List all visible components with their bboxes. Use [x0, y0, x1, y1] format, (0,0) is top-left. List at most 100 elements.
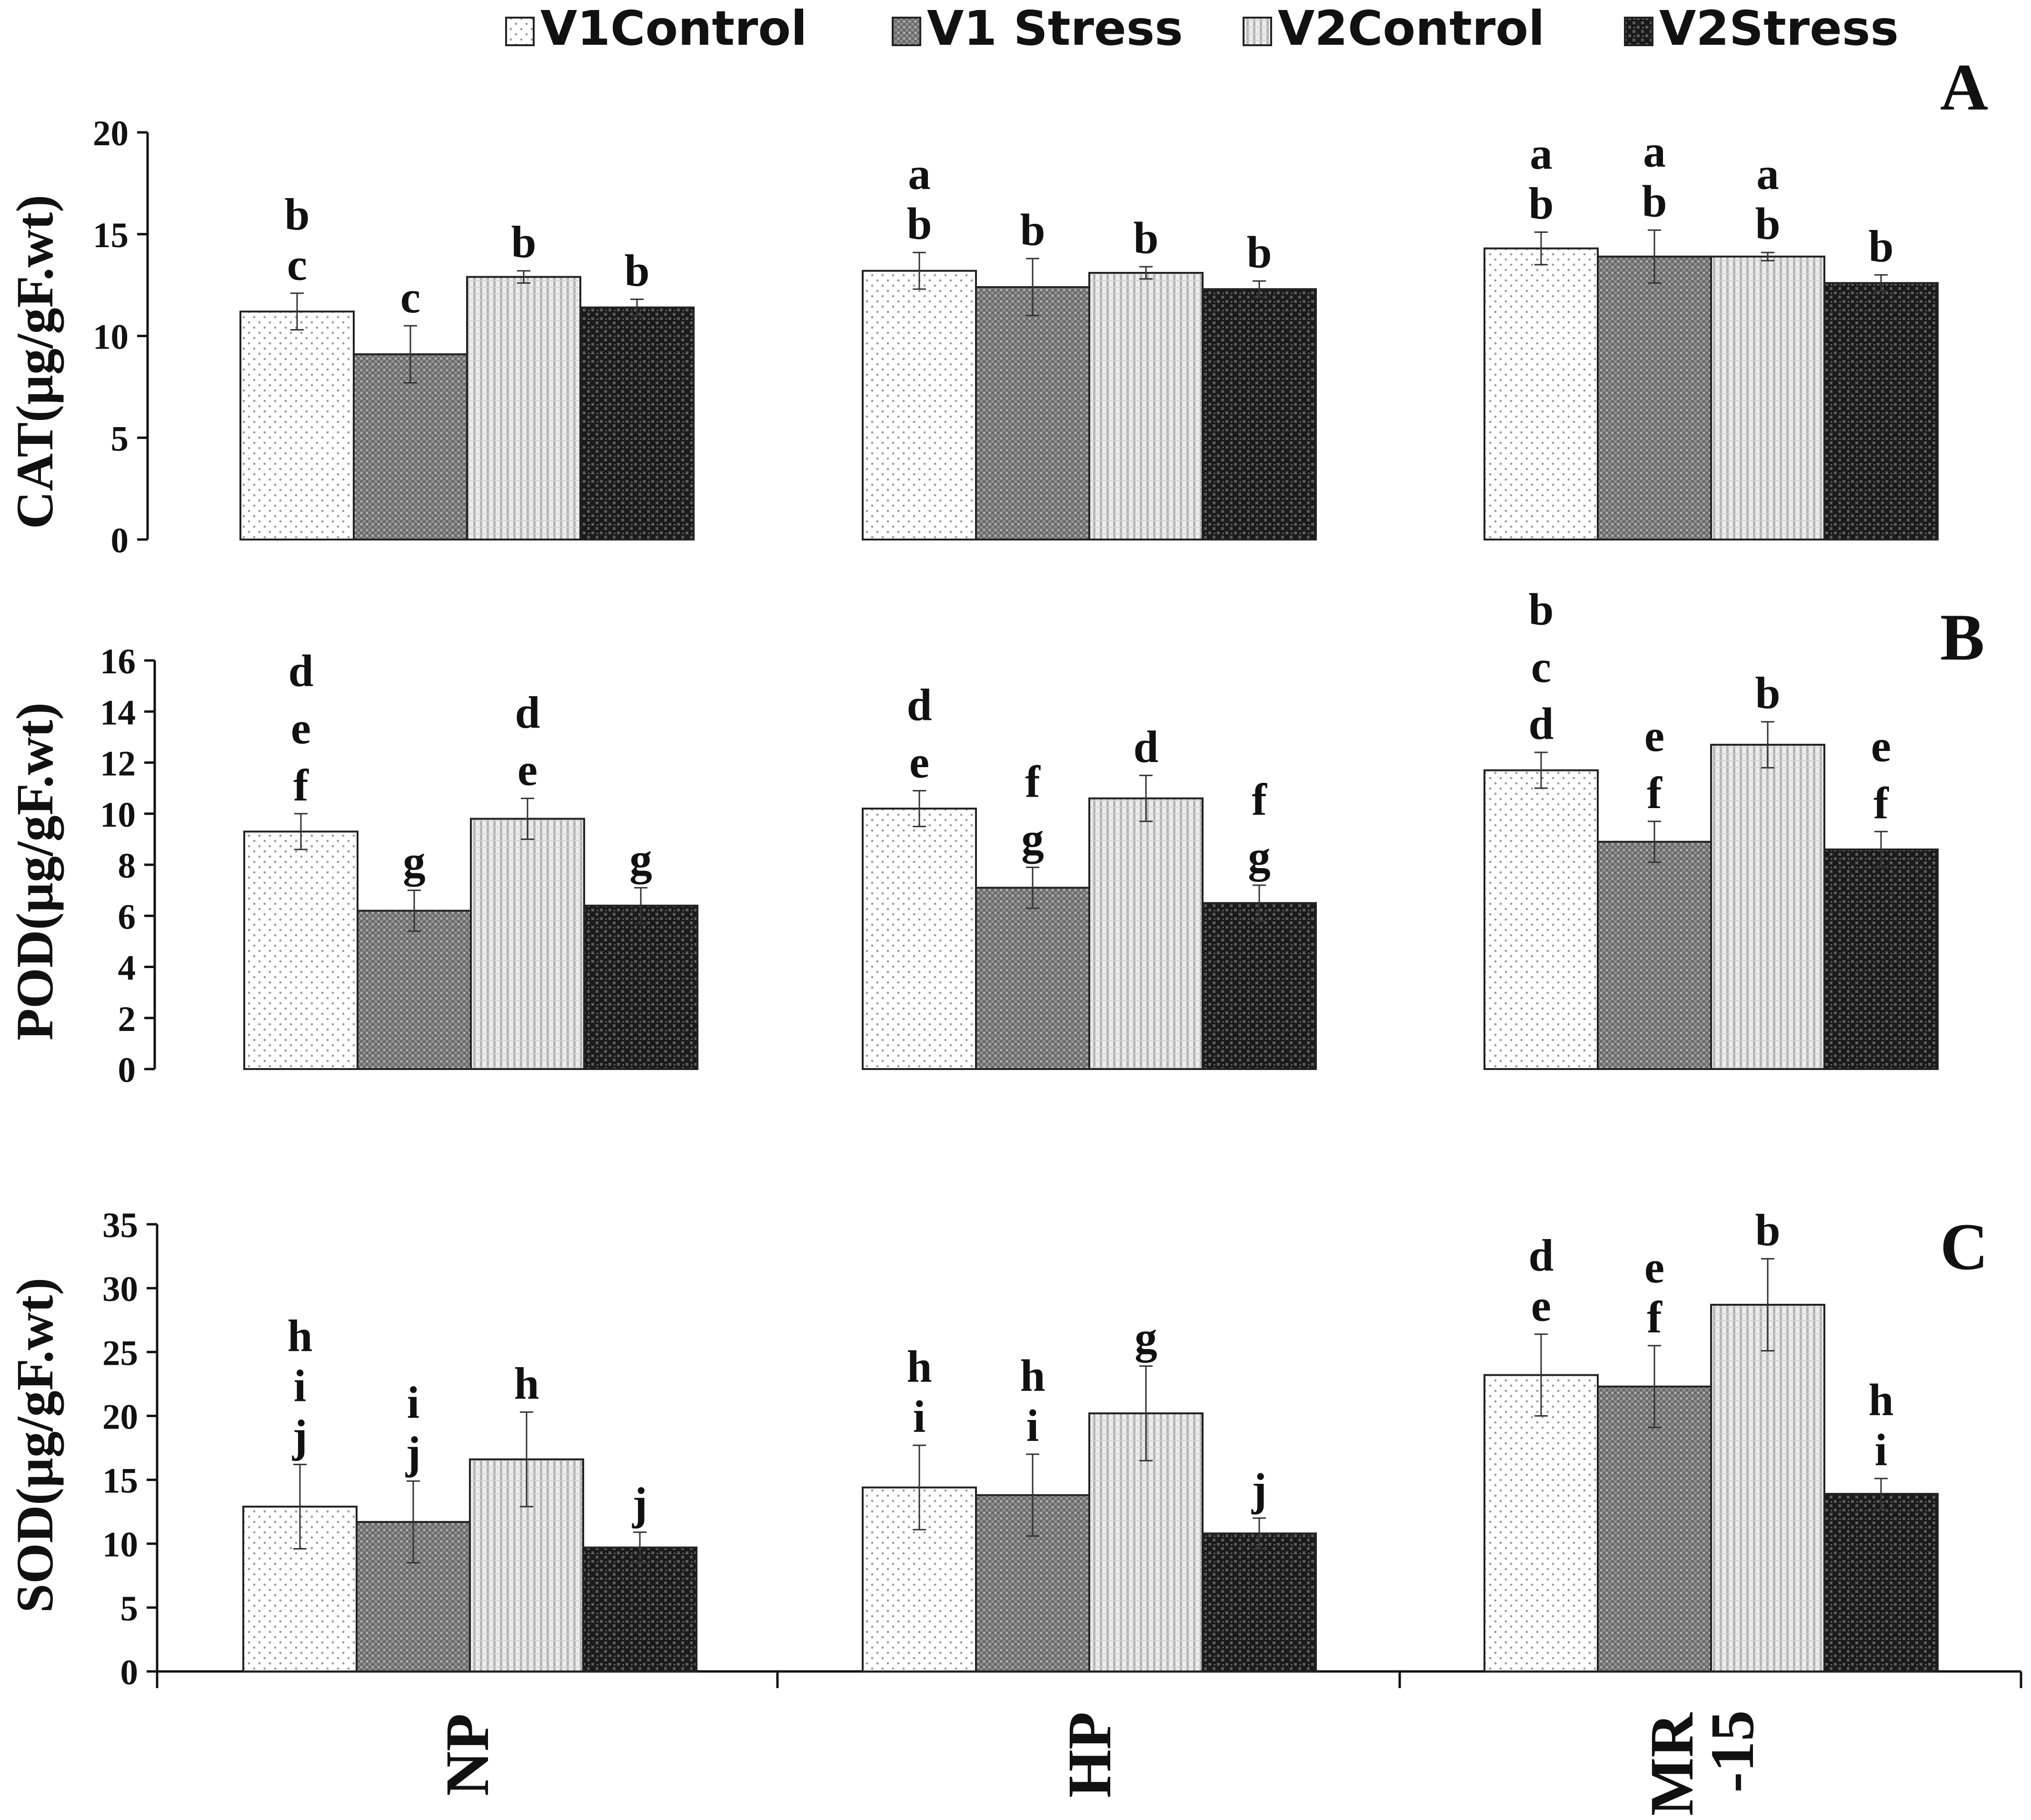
legend-entry: V1Control: [505, 0, 807, 56]
bar-v1control-mr-15: [1483, 769, 1599, 1070]
panel-label-a: A: [1940, 50, 1988, 124]
bar-v1-stress-mr-15: [1597, 840, 1712, 1070]
y-tick-label: 5: [111, 419, 129, 459]
significance-letter: b: [1529, 584, 1554, 635]
significance-letter: g: [629, 834, 652, 884]
significance-letter: e: [1644, 710, 1664, 761]
y-tick-label: 4: [118, 949, 136, 988]
y-tick-label: 10: [102, 1525, 138, 1565]
bar-v2control-mr-15: [1710, 1304, 1825, 1672]
significance-letter: b: [1134, 213, 1159, 263]
y-tick-label: 10: [100, 795, 136, 835]
panel-label-b: B: [1940, 600, 1984, 674]
bar-v1control-hp: [862, 270, 977, 540]
significance-letter: h: [288, 1310, 313, 1361]
legend-swatch-v2control: [1243, 17, 1272, 46]
bar-v1-stress-np: [357, 910, 472, 1070]
y-axis-label: CAT(µg/gF.wt): [6, 195, 64, 529]
bar-v1control-np: [239, 310, 355, 540]
y-tick-label: 30: [102, 1270, 138, 1309]
significance-letter: b: [1529, 178, 1554, 229]
bar-v1control-mr-15: [1483, 1374, 1599, 1672]
bar-v2stress-hp: [1202, 902, 1317, 1070]
significance-letter: g: [403, 837, 426, 887]
bar-v2control-hp: [1088, 271, 1204, 540]
significance-letter: b: [625, 246, 650, 296]
bar-v2control-mr-15: [1710, 255, 1825, 540]
significance-letter: a: [1756, 149, 1779, 199]
significance-letter: h: [1869, 1375, 1894, 1425]
significance-letter: f: [1025, 756, 1041, 807]
legend-label: V1 Stress: [927, 0, 1183, 56]
significance-letter: f: [1647, 1292, 1663, 1342]
bar-v2stress-np: [583, 904, 698, 1070]
y-tick-label: 25: [102, 1333, 138, 1373]
bar-v2stress-np: [579, 306, 695, 541]
legend-entry: V2Stress: [1624, 0, 1899, 56]
bar-v1-stress-hp: [975, 887, 1090, 1070]
legend-label: V2Control: [1278, 0, 1544, 56]
bar-v1-stress-hp: [975, 286, 1090, 540]
y-tick-label: 16: [100, 642, 136, 681]
y-tick-label: 0: [118, 1050, 136, 1090]
bar-v2stress-np: [582, 1546, 697, 1673]
significance-letter: g: [1021, 813, 1044, 864]
y-tick-label: 10: [93, 318, 129, 357]
significance-letter: e: [1644, 1242, 1664, 1292]
legend-entry: V1 Stress: [892, 0, 1183, 56]
significance-letter: j: [632, 1479, 647, 1529]
significance-letter: d: [289, 646, 314, 696]
significance-letter: c: [287, 240, 307, 290]
y-tick-label: 14: [100, 693, 136, 732]
significance-letter: b: [1020, 205, 1045, 255]
y-tick-label: 0: [111, 521, 129, 560]
significance-letter: a: [908, 149, 931, 199]
x-axis-categories: NP HP MR -15: [433, 1710, 1767, 1816]
y-axis-label: SOD(µg/gF.wt): [6, 1278, 64, 1613]
y-tick-label: 12: [100, 744, 136, 784]
bar-v1control-np: [243, 830, 358, 1070]
significance-letter: f: [1647, 768, 1663, 818]
y-axis-label: POD(µg/gF.wt): [6, 702, 64, 1040]
significance-letter: f: [1873, 778, 1889, 828]
y-tick-label: 15: [93, 216, 129, 255]
significance-letter: d: [1134, 721, 1159, 772]
x-category-label-hp: HP: [1055, 1712, 1124, 1798]
significance-letter: h: [907, 1341, 932, 1392]
significance-letter: d: [1529, 699, 1554, 749]
significance-letter: d: [907, 680, 932, 730]
bar-v2stress-mr-15: [1823, 848, 1939, 1070]
bar-v2control-hp: [1088, 797, 1204, 1070]
significance-letter: b: [1755, 668, 1781, 719]
significance-letter: d: [515, 688, 540, 738]
bar-v1control-hp: [862, 808, 977, 1070]
significance-letter: j: [292, 1410, 308, 1461]
bar-v2control-np: [466, 276, 581, 540]
significance-letter: c: [1531, 641, 1551, 692]
x-category-label-mr: MR: [1638, 1712, 1706, 1816]
significance-letter: b: [1642, 176, 1667, 227]
y-tick-label: 35: [102, 1206, 138, 1245]
panel-label-c: C: [1940, 1210, 1988, 1284]
significance-letter: f: [293, 760, 309, 810]
bar-v1control-mr-15: [1483, 247, 1599, 540]
significance-letter: a: [1643, 126, 1666, 177]
significance-letter: a: [1530, 128, 1553, 179]
significance-letter: e: [909, 737, 929, 787]
significance-letter: c: [400, 272, 420, 322]
significance-letter: e: [291, 703, 311, 753]
bar-v2stress-hp: [1202, 288, 1317, 540]
legend-label: V1Control: [540, 0, 807, 56]
bar-v1-stress-mr-15: [1597, 1385, 1712, 1673]
bar-v2stress-mr-15: [1823, 282, 1939, 540]
legend-swatch-v2stress: [1624, 17, 1653, 46]
y-tick-label: 2: [118, 1000, 136, 1039]
y-tick-label: 0: [120, 1653, 139, 1692]
y-tick-label: 8: [118, 846, 136, 886]
significance-letter: e: [1871, 720, 1891, 771]
significance-letter: b: [511, 217, 537, 268]
legend-entry: V2Control: [1243, 0, 1544, 56]
significance-letter: e: [518, 745, 538, 795]
